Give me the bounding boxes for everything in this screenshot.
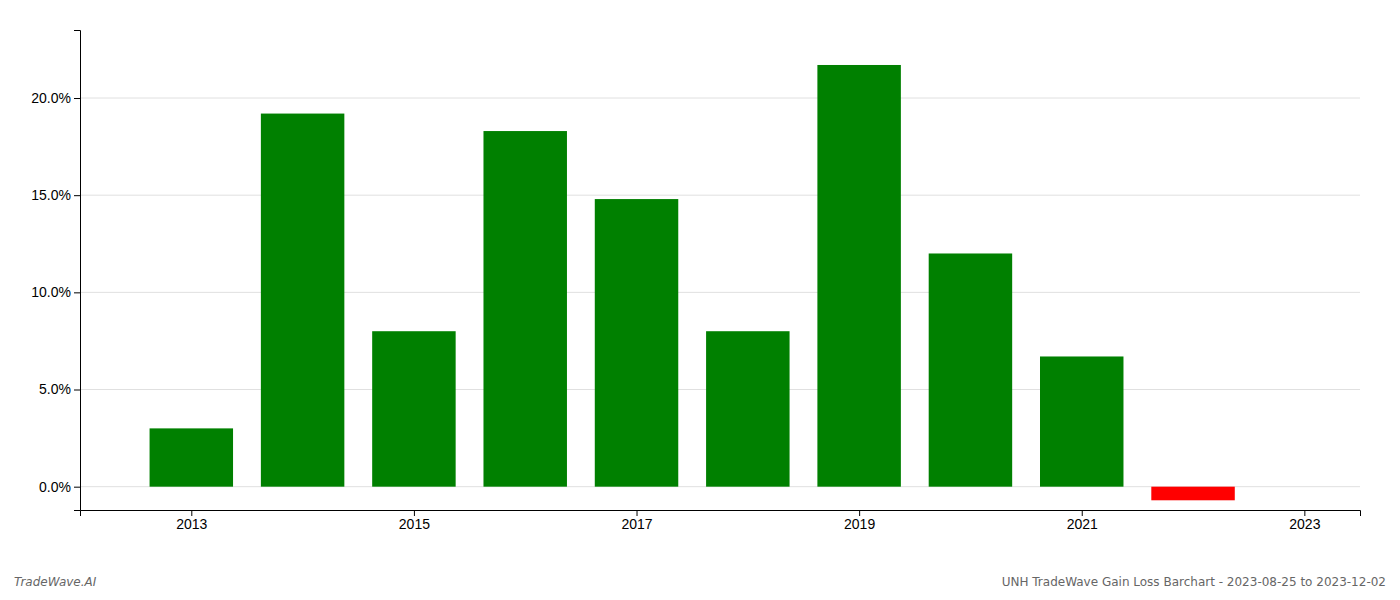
bars (150, 65, 1235, 500)
y-axis: 0.0% 5.0% 10.0% 15.0% 20.0% (31, 31, 80, 511)
y-tick-label: 0.0% (39, 479, 71, 495)
x-tick: 2013 (176, 510, 207, 532)
x-tick: 2015 (399, 510, 430, 532)
x-tick-label: 2019 (844, 516, 875, 532)
x-tick: 2017 (621, 510, 652, 532)
x-tick-label: 2021 (1067, 516, 1098, 532)
footer-text: TradeWave.AI (14, 575, 97, 589)
footer-text: UNH TradeWave Gain Loss Barchart - 2023-… (1002, 575, 1386, 589)
footer: TradeWave.AI UNH TradeWave Gain Loss Barc… (14, 575, 1386, 589)
y-tick-label: 15.0% (31, 187, 71, 203)
bar (1040, 356, 1123, 486)
x-axis: 2013 2015 2017 2019 2021 2023 (81, 510, 1361, 532)
x-tick: 2019 (844, 510, 875, 532)
y-tick-label: 20.0% (31, 90, 71, 106)
bar (817, 65, 900, 487)
bar (150, 428, 233, 486)
y-tick-mark (74, 390, 80, 391)
y-tick: 20.0% (31, 90, 80, 106)
y-tick-mark (74, 292, 80, 293)
y-axis-line (74, 31, 81, 511)
grid (80, 98, 1360, 487)
x-tick-label: 2017 (621, 516, 652, 532)
bar (261, 114, 344, 487)
bar (1151, 487, 1234, 501)
y-tick: 15.0% (31, 187, 80, 203)
y-tick-label: 5.0% (39, 381, 71, 397)
x-tick-label: 2015 (399, 516, 430, 532)
grid-line (80, 98, 1360, 99)
y-tick: 5.0% (39, 381, 80, 397)
y-tick: 10.0% (31, 284, 80, 300)
y-tick-mark (74, 195, 80, 196)
y-tick-mark (74, 98, 80, 99)
y-tick-label: 10.0% (31, 284, 71, 300)
bar (929, 253, 1012, 486)
bar (483, 131, 566, 487)
x-tick-label: 2013 (176, 516, 207, 532)
x-tick: 2023 (1289, 510, 1320, 532)
x-tick-label: 2023 (1289, 516, 1320, 532)
x-axis-line (81, 511, 1361, 517)
bar (706, 331, 789, 486)
chart: 2013 2015 2017 2019 2021 2023 0.0% 5.0% 10.0% 15.… (0, 0, 1400, 600)
y-tick: 0.0% (39, 479, 80, 495)
bar (595, 199, 678, 487)
y-tick-mark (74, 487, 80, 488)
bar (372, 331, 455, 486)
x-tick: 2021 (1067, 510, 1098, 532)
